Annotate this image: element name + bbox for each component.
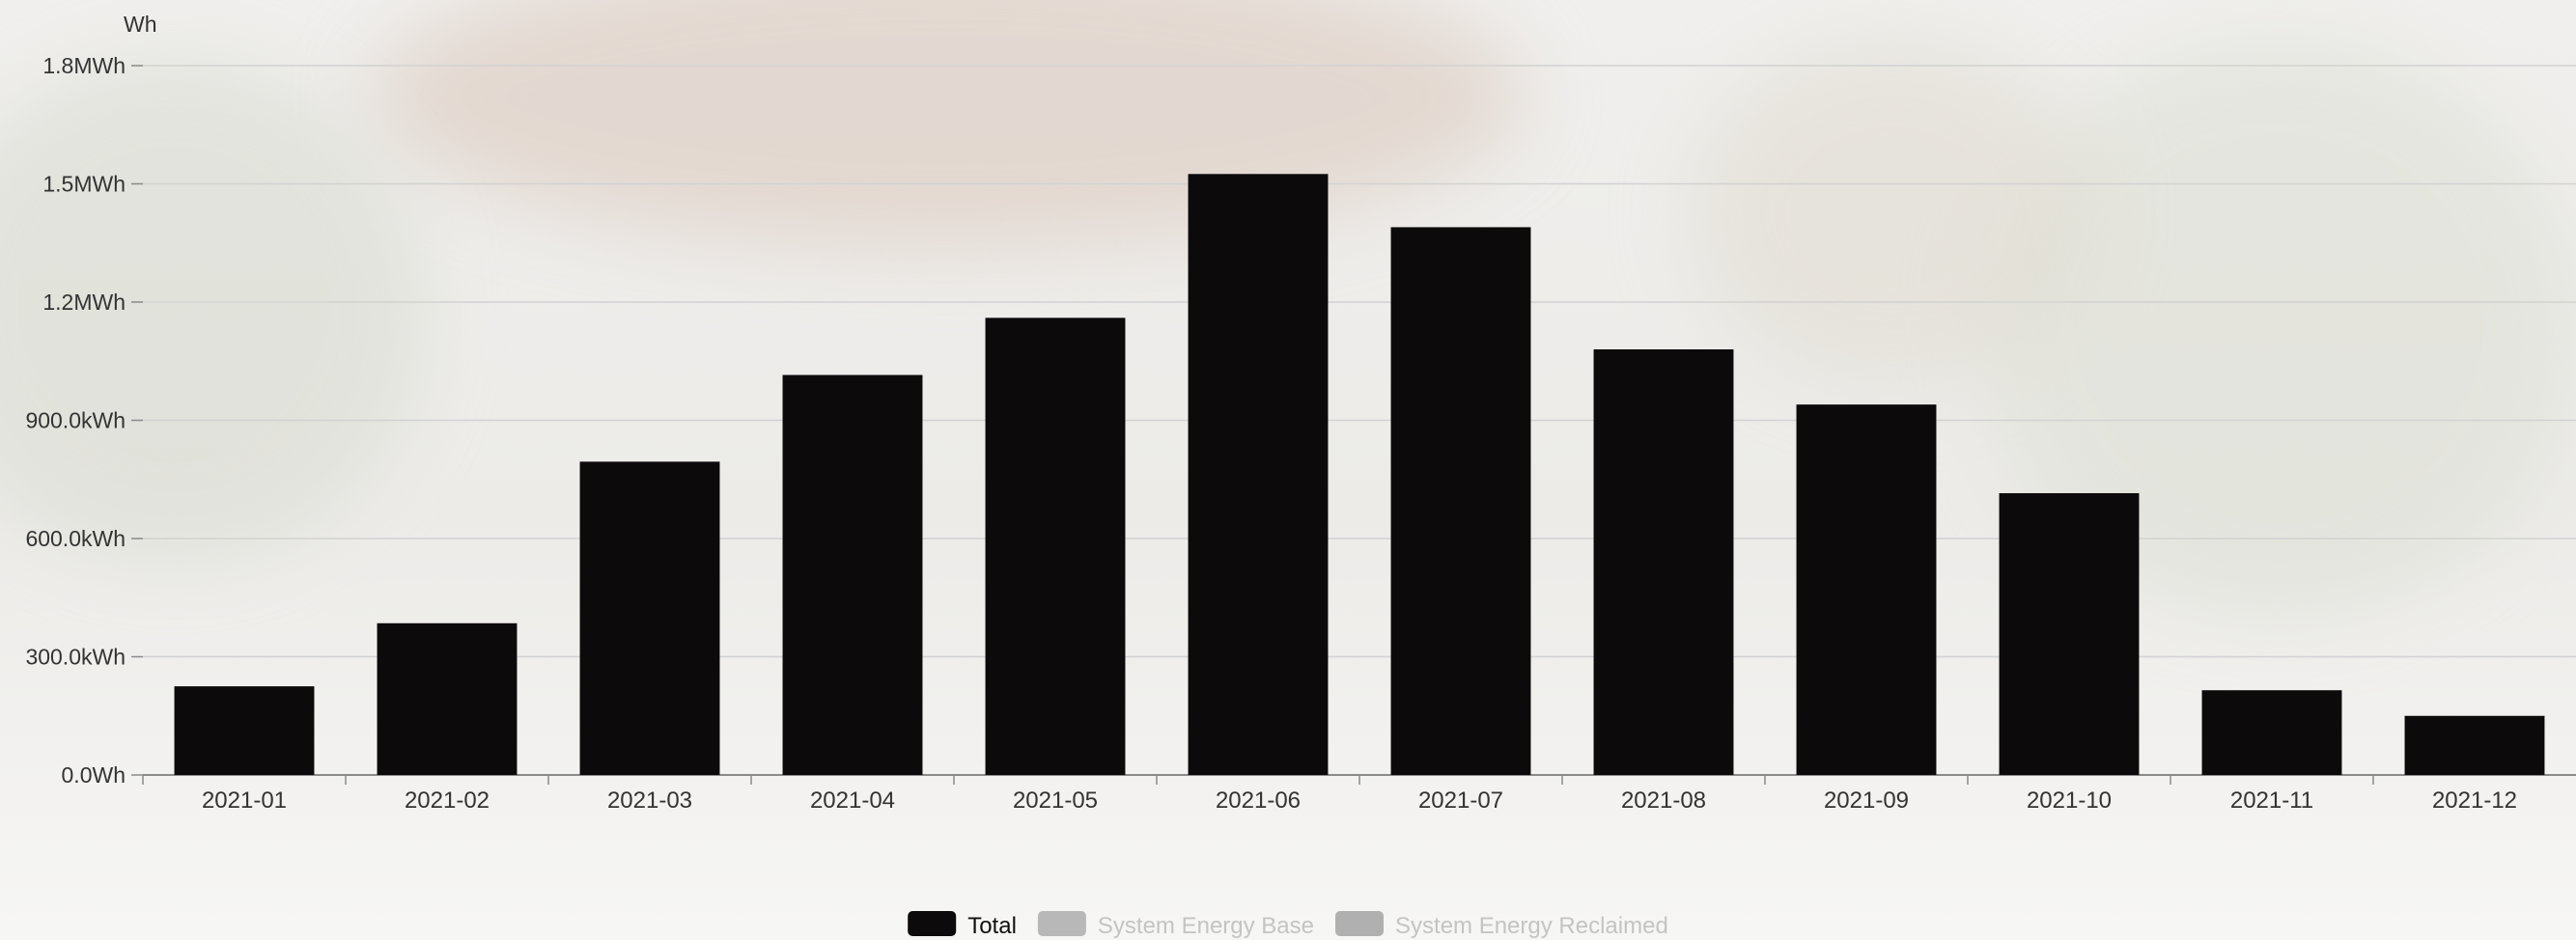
axes: Wh 0.0Wh 300.0kWh 600.0kWh 900.0kWh 1.2MWh 1.5… [25, 12, 2517, 814]
legend-swatch [1335, 911, 1385, 936]
bar-2021-02[interactable] [377, 622, 518, 775]
y-axis-unit-label: Wh [124, 12, 157, 37]
bar-2021-04[interactable] [782, 374, 923, 775]
y-tick-label: 0.0Wh [62, 762, 126, 788]
x-tick-label: 2021-11 [2230, 788, 2313, 814]
x-tick-label: 2021-06 [1216, 788, 1301, 814]
legend-item-system-energy-reclaimed[interactable]: System Energy Reclaimed [1335, 911, 1668, 939]
legend-swatch [908, 911, 957, 936]
legend-label: Total [967, 913, 1017, 939]
x-tick-label: 2021-07 [1418, 788, 1503, 814]
y-tick-label: 600.0kWh [25, 526, 126, 551]
x-tick-label: 2021-03 [607, 788, 692, 814]
y-tick-label: 900.0kWh [25, 408, 126, 433]
x-tick-label: 2021-05 [1013, 788, 1098, 814]
x-tick-label: 2021-08 [1621, 788, 1706, 814]
y-tick-label: 1.8MWh [42, 53, 126, 78]
bar-2021-05[interactable] [985, 318, 1126, 775]
bar-2021-08[interactable] [1593, 349, 1734, 775]
bar-2021-03[interactable] [579, 461, 720, 775]
x-tick-label: 2021-12 [2432, 788, 2517, 814]
x-tick-label: 2021-10 [2027, 788, 2112, 814]
legend-item-total[interactable]: Total [908, 911, 1017, 939]
background-roof-shape [367, 0, 1526, 251]
bars [174, 174, 2545, 775]
legend-item-system-energy-base[interactable]: System Energy Base [1037, 911, 1314, 939]
bar-2021-12[interactable] [2404, 715, 2545, 775]
legend[interactable]: Total System Energy Base System Energy Rec… [908, 911, 1668, 939]
background-wall-shape [1690, 39, 2095, 386]
y-tick-label: 300.0kWh [25, 645, 126, 670]
bar-2021-09[interactable] [1796, 404, 1937, 775]
legend-swatch [1037, 911, 1086, 936]
x-tick-label: 2021-04 [810, 788, 895, 814]
legend-label: System Energy Reclaimed [1395, 913, 1668, 939]
bar-2021-07[interactable] [1390, 227, 1531, 775]
background-foliage-left [0, 58, 425, 560]
x-tick-label: 2021-09 [1824, 788, 1909, 814]
x-tick-label: 2021-02 [405, 788, 490, 814]
bar-2021-10[interactable] [1999, 493, 2140, 775]
legend-label: System Energy Base [1098, 913, 1314, 939]
bar-2021-11[interactable] [2201, 690, 2342, 775]
y-tick-label: 1.5MWh [42, 172, 126, 197]
x-tick-label: 2021-01 [202, 788, 287, 814]
bar-2021-01[interactable] [174, 686, 315, 775]
y-tick-label: 1.2MWh [42, 290, 126, 315]
bar-2021-06[interactable] [1188, 174, 1329, 775]
